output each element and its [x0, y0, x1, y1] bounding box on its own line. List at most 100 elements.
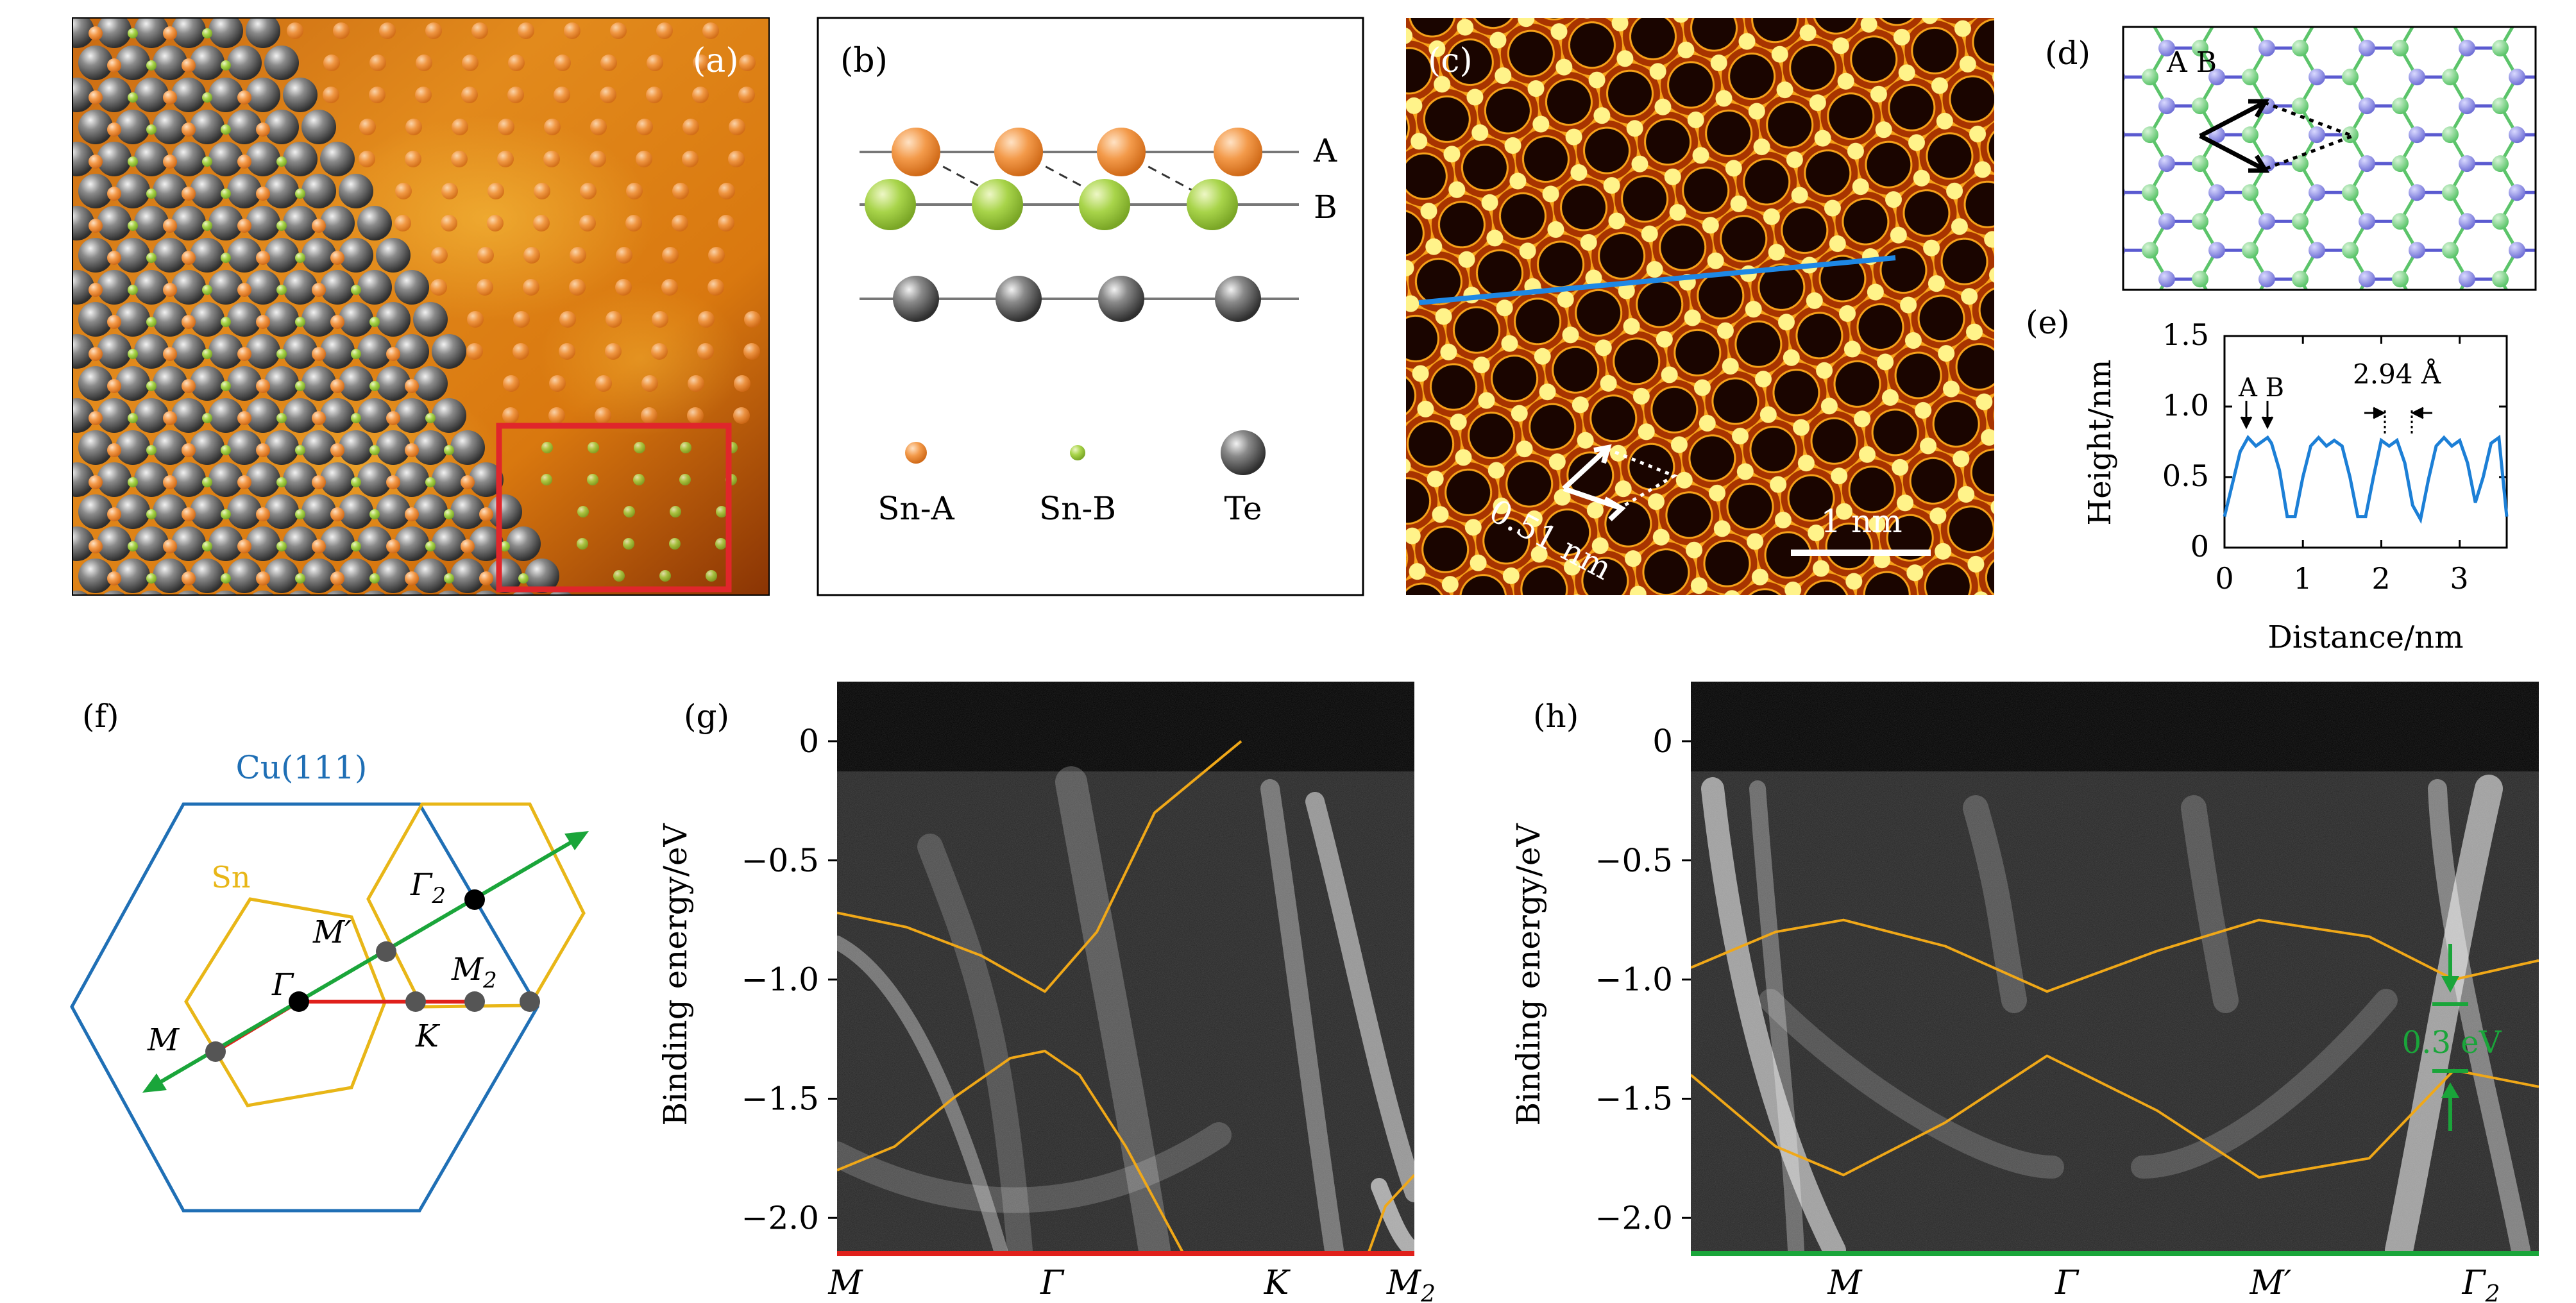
energy-tick-label: −1.5 — [741, 1080, 819, 1117]
te-atom — [227, 46, 262, 80]
sn-adatom — [394, 215, 411, 231]
sn-adatom — [708, 279, 724, 296]
te-atom — [227, 238, 262, 273]
site-b — [2342, 242, 2359, 259]
sn-adatom — [523, 279, 539, 296]
te-atom — [246, 142, 280, 176]
te-atom — [246, 334, 280, 369]
sn-atom — [89, 155, 103, 169]
bond — [2300, 308, 2317, 337]
te-atom — [153, 302, 187, 337]
site-b — [2542, 357, 2559, 374]
te-atom — [469, 526, 504, 561]
sn-atom — [405, 507, 419, 521]
point-m2 — [464, 991, 485, 1012]
site-b — [2447, 27, 2453, 28]
te-atom — [153, 430, 187, 465]
legend-sn-a-icon — [905, 442, 927, 464]
bond — [2250, 337, 2267, 366]
sn-brillouin-zone — [184, 897, 387, 1107]
site-a — [2459, 40, 2475, 57]
sn-atom — [107, 379, 121, 393]
sn-adatom — [634, 442, 645, 453]
sn-atom — [312, 347, 326, 361]
site-b — [2242, 184, 2258, 201]
te-atom — [115, 494, 150, 529]
site-b — [2242, 357, 2258, 374]
sn-atom — [276, 477, 287, 487]
bond — [2550, 0, 2567, 19]
sn-atom — [351, 413, 361, 423]
sn-adatom — [595, 407, 611, 424]
te-atom — [394, 526, 429, 561]
te-atom — [301, 302, 336, 337]
sn-adatom — [441, 215, 457, 231]
profile-axes — [2223, 335, 2507, 549]
h-ylabel: Binding energy/eV — [1510, 823, 1547, 1126]
sn-atom — [146, 253, 157, 263]
sn-adatom — [606, 311, 622, 328]
te-atom — [264, 46, 299, 80]
te-atom — [376, 302, 411, 337]
te-atom — [376, 430, 411, 465]
te-atom — [506, 526, 541, 561]
energy-tick-label: −2.0 — [741, 1199, 819, 1236]
sn-atom — [163, 26, 177, 40]
sn-atom — [276, 413, 287, 423]
te-atom — [171, 142, 206, 176]
sn-atom — [221, 60, 231, 71]
sn-atom — [182, 251, 196, 265]
te-atom — [97, 398, 131, 433]
sn-adatom — [461, 87, 478, 103]
sn-atom — [128, 477, 138, 487]
sn-adatom — [466, 343, 483, 360]
site-b — [2042, 242, 2058, 258]
te-atom — [72, 78, 94, 112]
site-a — [2559, 213, 2575, 230]
sn-adatom — [477, 247, 494, 264]
bond — [2550, 423, 2567, 452]
site-b — [2392, 155, 2409, 172]
row-a-label: A — [1313, 132, 1337, 169]
sn-atom — [369, 317, 380, 327]
site-a — [2409, 69, 2425, 86]
profile-ytick-2: 1.0 — [2162, 388, 2209, 423]
sn-atom — [461, 475, 475, 489]
sn-atom — [182, 507, 196, 521]
site-b — [2292, 97, 2309, 115]
sn-adatom — [641, 375, 658, 392]
te-atom — [97, 526, 131, 561]
sn-atom — [146, 573, 157, 584]
sn-atom — [330, 443, 344, 457]
site-b — [2092, 213, 2108, 230]
sn-adatom — [626, 183, 643, 199]
site-a — [2008, 69, 2025, 85]
sn-atom — [202, 285, 212, 295]
site-b — [2242, 242, 2258, 259]
te-atom — [134, 462, 169, 497]
site-b — [2542, 299, 2559, 316]
sn-atom — [386, 539, 400, 553]
site-b — [2542, 242, 2559, 258]
sn-atom — [444, 509, 454, 519]
sn-atom — [535, 603, 549, 618]
cut-green-arrow-top — [564, 831, 589, 850]
bond — [2250, 423, 2267, 452]
sn-atom — [221, 573, 231, 584]
label-gamma: Γ — [271, 967, 294, 1003]
site-a — [2208, 357, 2225, 374]
te-atom — [208, 78, 243, 112]
te-atom — [357, 462, 392, 497]
sn-atom — [351, 541, 361, 551]
site-b — [2142, 299, 2158, 316]
te-atom — [115, 366, 150, 401]
sn-atom — [107, 507, 121, 521]
site-a — [2008, 184, 2025, 201]
bond — [2050, 135, 2067, 164]
te-atom — [394, 270, 429, 305]
sn-atom — [256, 571, 270, 585]
sn-atom — [237, 539, 251, 553]
site-b — [2292, 40, 2309, 57]
sn-atom — [444, 445, 454, 455]
te-atom — [134, 142, 169, 176]
